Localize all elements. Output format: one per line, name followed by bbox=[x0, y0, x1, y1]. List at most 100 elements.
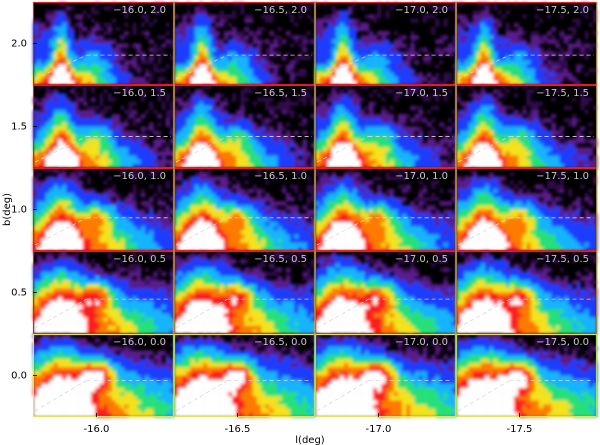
heat-cell bbox=[285, 242, 291, 248]
heat-cell bbox=[277, 221, 283, 227]
heat-cell bbox=[468, 39, 473, 44]
heat-cell bbox=[86, 234, 92, 239]
heat-cell bbox=[49, 230, 55, 235]
heat-cell bbox=[215, 155, 220, 160]
heat-cell bbox=[227, 134, 233, 140]
heat-cell bbox=[331, 85, 336, 90]
heat-cell bbox=[128, 217, 133, 223]
heat-cell bbox=[120, 80, 125, 86]
heat-cell bbox=[285, 10, 291, 15]
heat-cell bbox=[385, 76, 390, 82]
heat-cell bbox=[178, 176, 183, 181]
heat-cell bbox=[203, 60, 208, 65]
heat-cell bbox=[406, 76, 411, 82]
heat-cell bbox=[103, 221, 108, 227]
heat-cell bbox=[178, 184, 183, 190]
heat-cell bbox=[447, 47, 453, 53]
heat-cell bbox=[294, 22, 299, 27]
heat-cell bbox=[111, 72, 117, 77]
heat-cell bbox=[53, 60, 59, 65]
heat-cell bbox=[149, 159, 154, 165]
heat-cell bbox=[319, 118, 324, 123]
heat-cell bbox=[522, 126, 527, 131]
heat-cell bbox=[70, 143, 75, 148]
heat-cell bbox=[381, 35, 386, 40]
heat-cell bbox=[323, 43, 328, 48]
heat-cell bbox=[485, 118, 490, 123]
heat-cell bbox=[115, 246, 121, 252]
heat-cell bbox=[572, 159, 577, 165]
heat-cell bbox=[99, 55, 104, 61]
heat-cell bbox=[281, 226, 287, 231]
heat-cell bbox=[414, 89, 419, 94]
heat-cell bbox=[198, 64, 204, 69]
heat-cell bbox=[211, 130, 216, 136]
heat-cell bbox=[244, 201, 249, 206]
heat-cell bbox=[385, 109, 390, 115]
heat-cell bbox=[468, 126, 473, 131]
heat-cell bbox=[132, 101, 137, 106]
heat-cell bbox=[190, 184, 196, 190]
heat-cell bbox=[327, 138, 332, 144]
heat-cell bbox=[86, 55, 92, 61]
heat-cell bbox=[203, 114, 208, 119]
heat-cell bbox=[290, 101, 295, 106]
heat-cell bbox=[485, 10, 490, 15]
heat-cell bbox=[514, 143, 519, 148]
heat-cell bbox=[219, 201, 225, 206]
heat-cell bbox=[244, 143, 249, 148]
heat-cell bbox=[186, 14, 191, 19]
heat-cell bbox=[174, 126, 179, 131]
heat-cell bbox=[219, 209, 225, 214]
heat-cell bbox=[480, 64, 486, 69]
heat-cell bbox=[62, 134, 67, 140]
heat-cell bbox=[331, 122, 337, 127]
heat-cell bbox=[567, 155, 573, 160]
heat-cell bbox=[207, 39, 212, 44]
heat-cell bbox=[306, 31, 311, 36]
heat-cell bbox=[203, 39, 208, 44]
heat-cell bbox=[538, 122, 544, 127]
heat-cell bbox=[319, 68, 324, 73]
heat-cell bbox=[33, 55, 38, 61]
heat-cell bbox=[514, 85, 519, 90]
heat-cell bbox=[149, 221, 154, 227]
heat-cell bbox=[327, 93, 332, 98]
heat-cell bbox=[277, 155, 283, 160]
heat-cell bbox=[327, 180, 332, 185]
heat-cell bbox=[339, 55, 345, 61]
heat-cell bbox=[37, 138, 42, 144]
heat-cell bbox=[169, 226, 175, 231]
heat-cell bbox=[472, 39, 478, 44]
heat-cell bbox=[485, 147, 490, 152]
heat-cell bbox=[319, 130, 324, 136]
heat-cell bbox=[256, 230, 262, 235]
heat-cell bbox=[460, 47, 465, 53]
heat-cell bbox=[198, 80, 204, 86]
heat-cell bbox=[45, 163, 50, 169]
heat-cell bbox=[327, 97, 332, 102]
heat-cell bbox=[364, 80, 370, 86]
heat-cell bbox=[82, 97, 87, 102]
heat-cell bbox=[397, 39, 403, 44]
heat-cell bbox=[227, 138, 233, 144]
heat-cell bbox=[236, 143, 241, 148]
heat-cell bbox=[335, 176, 341, 181]
heat-cell bbox=[397, 197, 403, 202]
heat-cell bbox=[460, 130, 465, 136]
heat-cell bbox=[315, 168, 320, 173]
heat-cell bbox=[538, 55, 544, 61]
heat-cell bbox=[509, 51, 515, 57]
heat-cell bbox=[489, 105, 494, 111]
heat-cell bbox=[468, 51, 473, 57]
heat-cell bbox=[526, 64, 531, 69]
heat-cell bbox=[45, 43, 50, 48]
heat-cell bbox=[70, 26, 75, 32]
heat-cell bbox=[485, 155, 490, 160]
heat-cell bbox=[435, 51, 440, 56]
heat-cell bbox=[190, 242, 196, 248]
heat-cell bbox=[161, 155, 167, 160]
heat-cell bbox=[194, 31, 200, 36]
heat-cell bbox=[265, 213, 270, 219]
heat-cell bbox=[244, 205, 249, 210]
